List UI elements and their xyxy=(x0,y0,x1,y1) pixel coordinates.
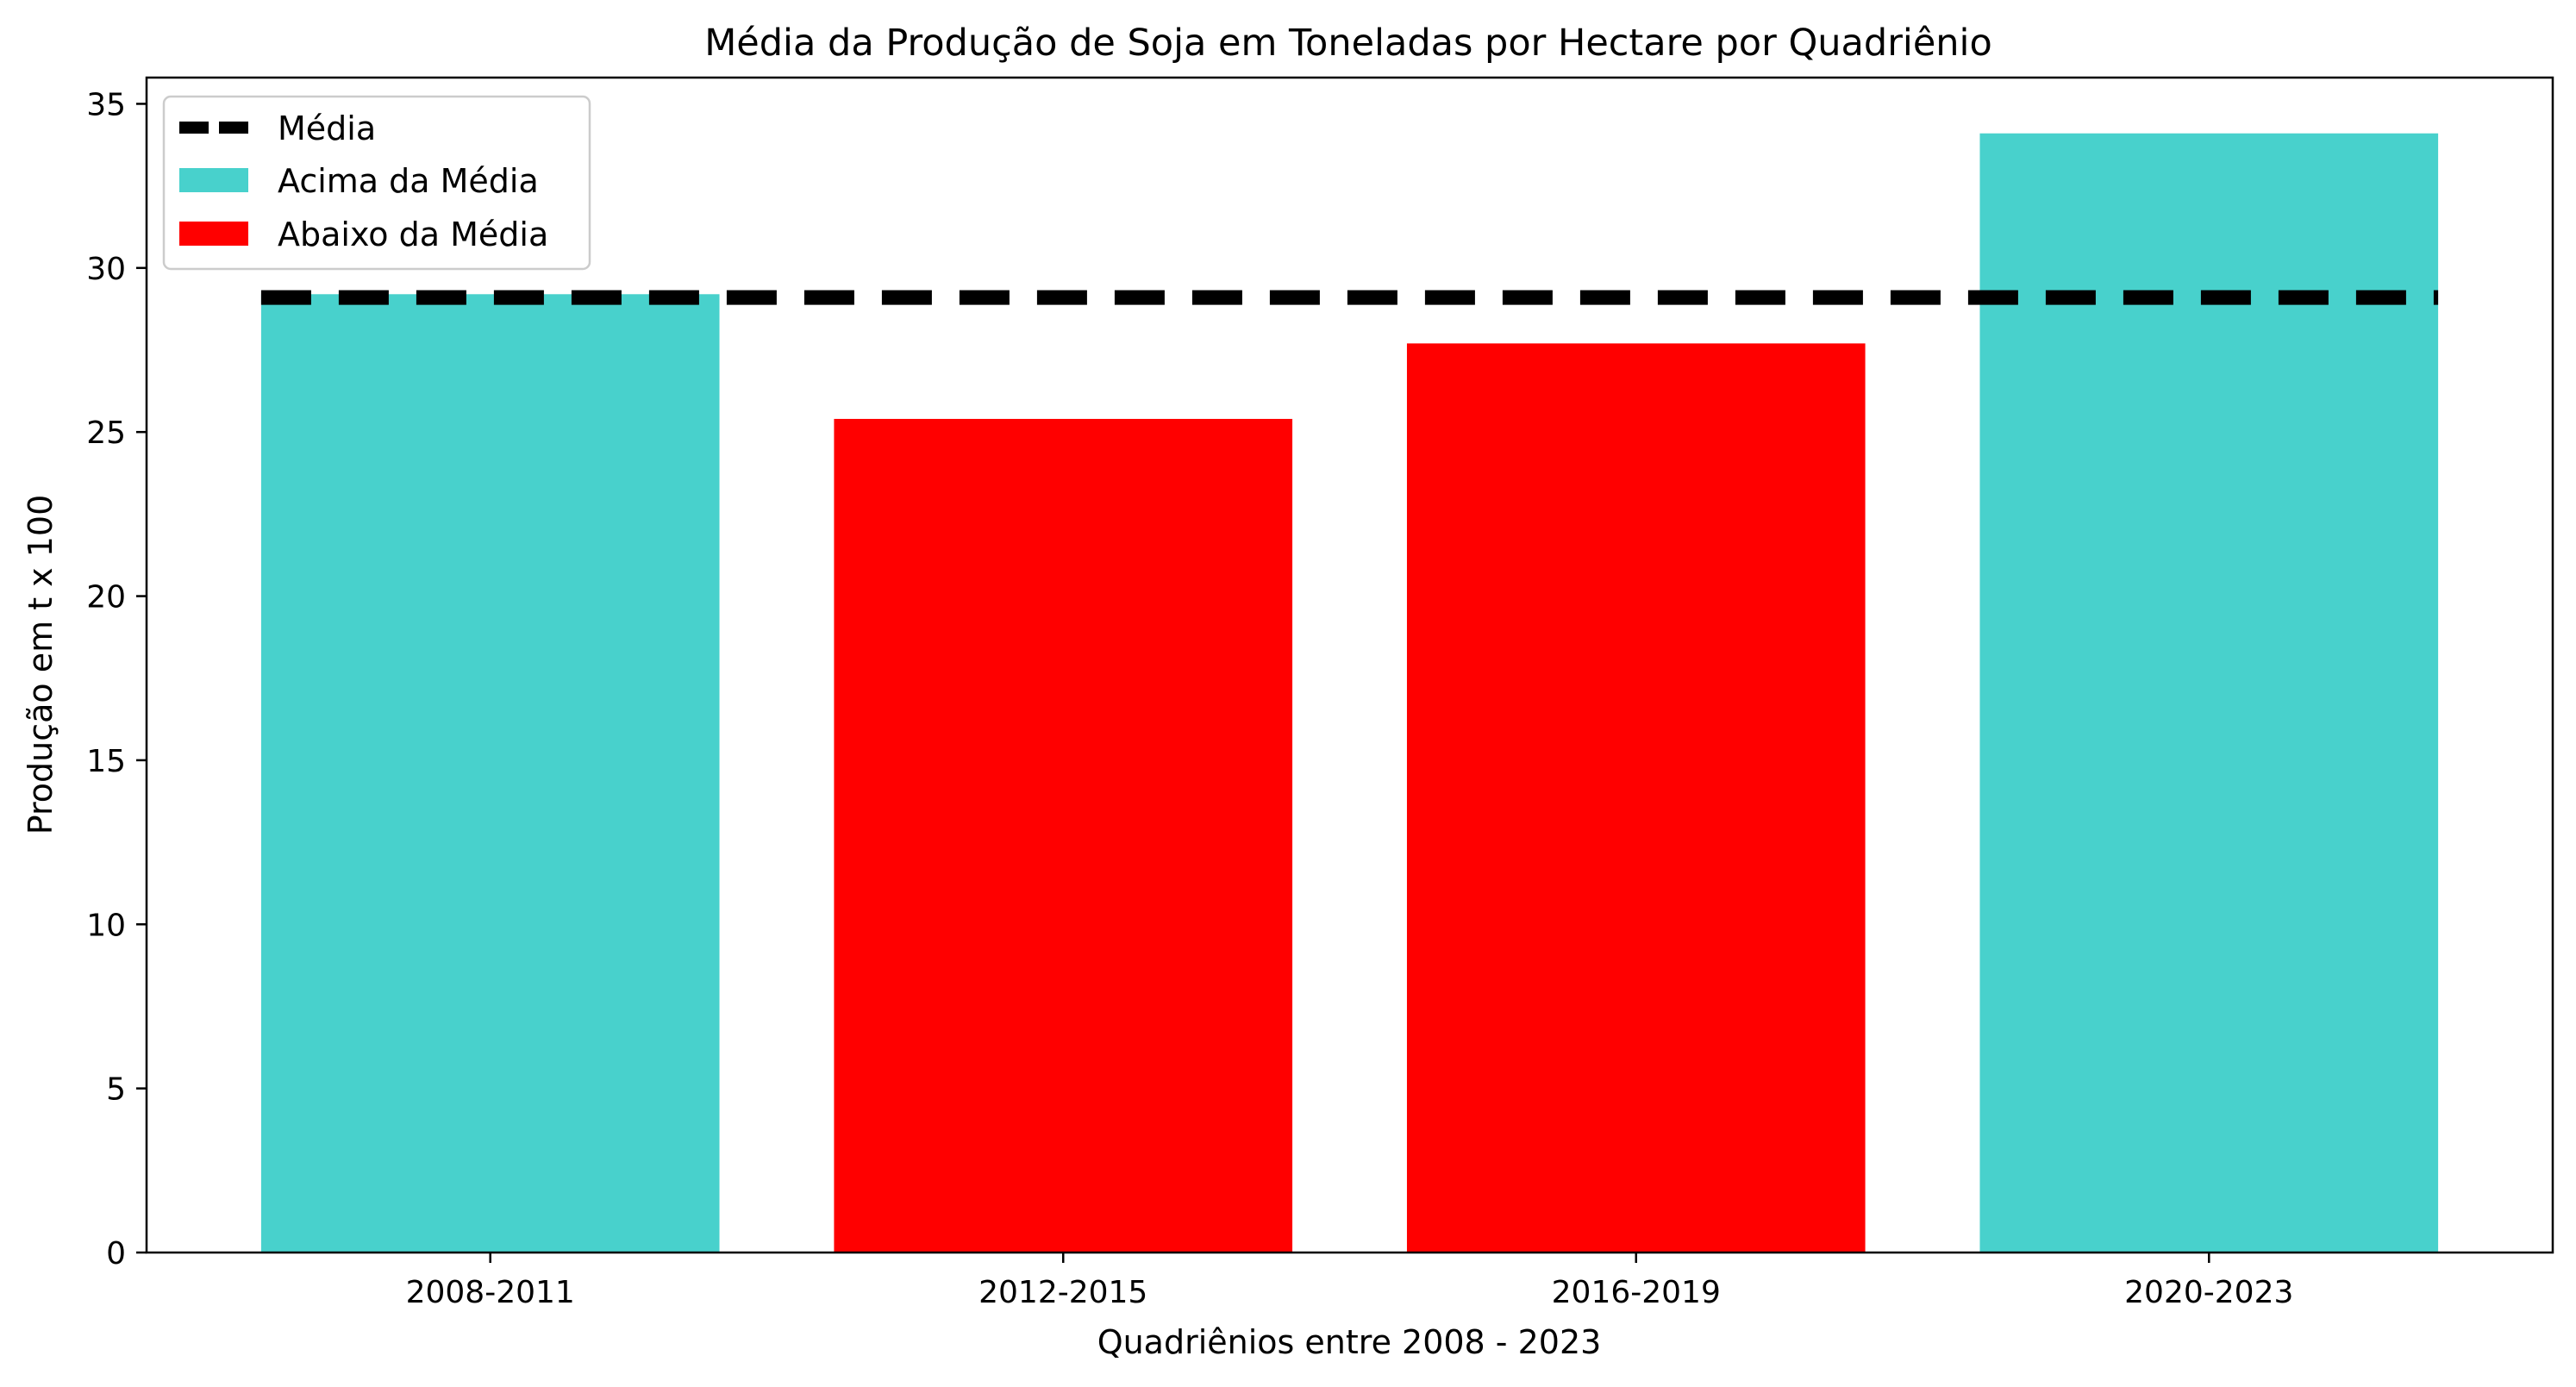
chart-title: Média da Produção de Soja em Toneladas p… xyxy=(704,22,1992,65)
y-tick-label: 10 xyxy=(86,908,126,943)
y-tick-label: 0 xyxy=(106,1236,126,1271)
legend: Média Acima da Média Abaixo da Média xyxy=(162,95,591,271)
legend-above-label: Acima da Média xyxy=(278,162,539,200)
y-tick-label: 25 xyxy=(86,415,126,451)
y-axis: 0 5 10 15 20 25 30 35 xyxy=(86,87,147,1271)
legend-box xyxy=(162,95,591,271)
x-tick-label: 2012-2015 xyxy=(979,1275,1147,1310)
y-tick-label: 5 xyxy=(106,1072,126,1108)
y-tick-label: 30 xyxy=(86,252,126,287)
bar-2008-2011 xyxy=(260,294,720,1253)
y-tick-label: 35 xyxy=(86,87,126,122)
bar-2012-2015 xyxy=(834,418,1293,1253)
y-tick-label: 20 xyxy=(86,580,126,615)
x-axis-label: Quadriênios entre 2008 - 2023 xyxy=(1097,1323,1602,1361)
legend-below-swatch xyxy=(179,222,248,246)
y-axis-label: Produção em t x 100 xyxy=(22,495,59,835)
bar-2020-2023 xyxy=(1979,133,2439,1253)
bar-2016-2019 xyxy=(1406,343,1866,1253)
x-tick-label: 2016-2019 xyxy=(1552,1275,1721,1310)
legend-below-label: Abaixo da Média xyxy=(278,216,548,253)
y-tick-label: 15 xyxy=(86,744,126,779)
x-tick-label: 2020-2023 xyxy=(2124,1275,2293,1310)
x-axis: 2008-2011 2012-2015 2016-2019 2020-2023 xyxy=(406,1253,2293,1310)
plot-frame xyxy=(145,76,2554,1254)
x-tick-label: 2008-2011 xyxy=(406,1275,575,1310)
legend-mean-label: Média xyxy=(278,109,376,147)
legend-above-swatch xyxy=(179,168,248,192)
bars-group xyxy=(260,133,2439,1253)
